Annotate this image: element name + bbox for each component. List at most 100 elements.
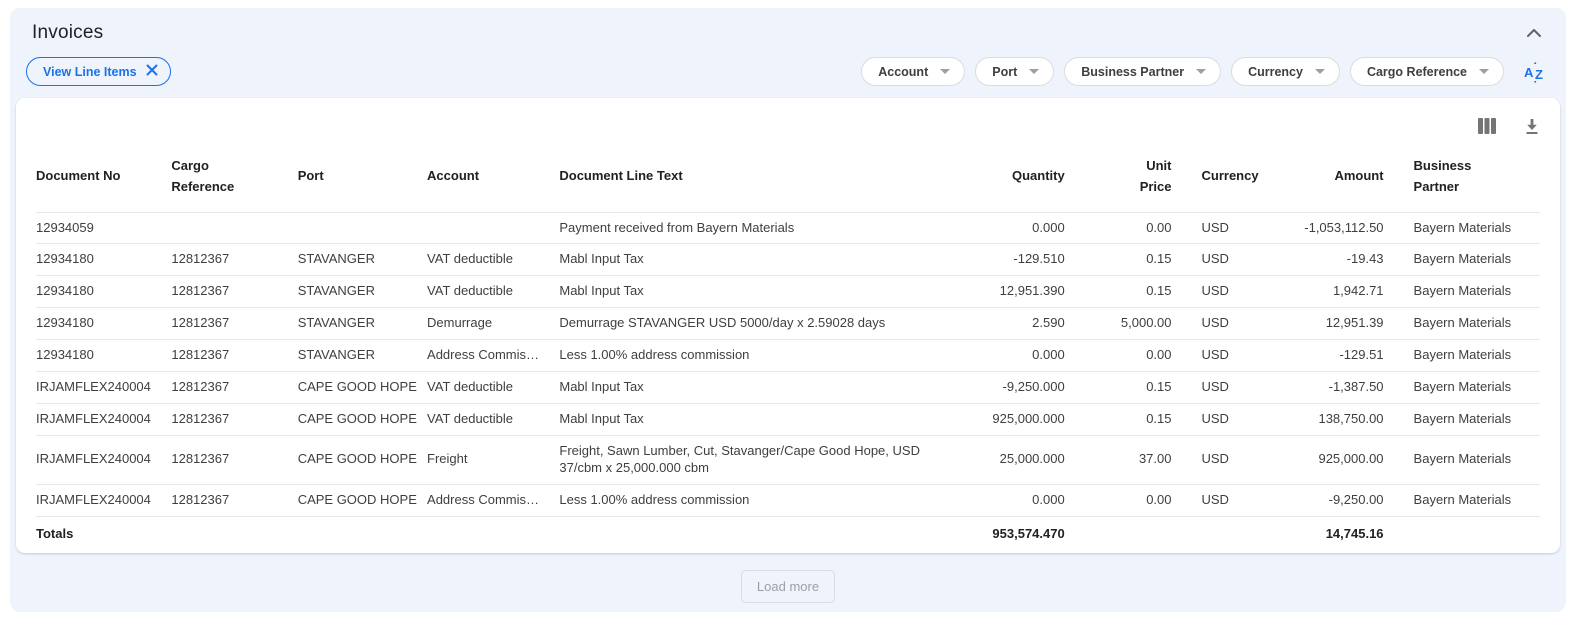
cell: USD bbox=[1171, 243, 1252, 276]
cell: CAPE GOOD HOPE bbox=[297, 371, 428, 404]
sort-alphabetical-button[interactable]: A Z bbox=[1522, 60, 1548, 84]
cell: -9,250.000 bbox=[959, 371, 1065, 404]
cell: -1,053,112.50 bbox=[1304, 219, 1384, 235]
totals-row: Totals 953,574.470 14,745.16 bbox=[36, 515, 1540, 552]
cell: 0.000 bbox=[1032, 219, 1065, 235]
cell: USD bbox=[1201, 219, 1229, 235]
table-header: Document No Cargo Reference Port Account Doc… bbox=[36, 144, 1540, 213]
view-line-items-label: View Line Items bbox=[43, 64, 137, 79]
totals-quantity: 953,574.470 bbox=[959, 515, 1065, 552]
table-row: 12934180 12812367 STAVANGER Demurrage Demurr… bbox=[36, 307, 1540, 340]
cell: CAPE GOOD HOPE bbox=[297, 402, 428, 436]
panel-header: Invoices bbox=[16, 22, 1560, 44]
cell: Bayern Materials bbox=[1383, 434, 1540, 485]
page-title: Invoices bbox=[32, 22, 104, 43]
column-header-account: Account bbox=[427, 144, 560, 213]
cell bbox=[427, 515, 560, 552]
cell bbox=[1383, 515, 1540, 552]
cell: Address Commis… bbox=[427, 339, 560, 372]
table-row: IRJAMFLEX240004 12812367 CAPE GOOD HOPE VAT… bbox=[36, 371, 1540, 404]
cell: USD bbox=[1171, 339, 1252, 372]
filter-dropdown-account[interactable]: Account bbox=[861, 57, 966, 86]
cell: 0.00 bbox=[1064, 339, 1172, 372]
filter-dropdown-cargo-reference[interactable]: Cargo Reference bbox=[1349, 57, 1504, 86]
cell: 37.00 bbox=[1064, 434, 1172, 485]
cell: 0.15 bbox=[1064, 371, 1172, 404]
cell: 12812367 bbox=[171, 483, 298, 516]
download-button[interactable] bbox=[1524, 118, 1540, 135]
cell: 12934180 bbox=[36, 275, 172, 308]
table-row: 12934180 12812367 STAVANGER VAT deductible M… bbox=[36, 275, 1540, 308]
chevron-down-icon bbox=[940, 69, 951, 74]
cell: 1,942.71 bbox=[1251, 275, 1384, 308]
cell: -1,387.50 bbox=[1251, 371, 1384, 404]
cell: 12812367 bbox=[171, 243, 298, 276]
cell: Bayern Materials bbox=[1383, 307, 1540, 340]
cell: CAPE GOOD HOPE bbox=[297, 434, 428, 485]
chevron-down-icon bbox=[1479, 69, 1489, 74]
invoices-table-card: Document No Cargo Reference Port Account Doc… bbox=[16, 98, 1560, 554]
cell: Mabl Input Tax bbox=[559, 371, 960, 404]
cell: VAT deductible bbox=[427, 275, 560, 308]
cell: -129.510 bbox=[959, 243, 1065, 276]
cell: Bayern Materials bbox=[1383, 243, 1540, 276]
filter-dropdown-business-partner[interactable]: Business Partner bbox=[1064, 57, 1222, 86]
cell: 12,951.39 bbox=[1251, 307, 1384, 340]
filter-dropdown-label: Account bbox=[878, 64, 929, 79]
cell: Bayern Materials bbox=[1383, 275, 1540, 308]
table-row: IRJAMFLEX240004 12812367 CAPE GOOD HOPE Fre… bbox=[36, 434, 1540, 485]
chevron-down-icon bbox=[1314, 69, 1325, 74]
cell: 12,951.390 bbox=[959, 275, 1065, 308]
table-row: IRJAMFLEX240004 12812367 CAPE GOOD HOPE Add… bbox=[36, 483, 1540, 516]
chevron-up-icon bbox=[1526, 26, 1542, 41]
totals-amount: 14,745.16 bbox=[1251, 515, 1384, 552]
cell: 25,000.000 bbox=[959, 434, 1065, 485]
cell: 0.00 bbox=[1146, 219, 1172, 235]
table-row: 12934180 12812367 STAVANGER VAT deductible M… bbox=[36, 243, 1540, 276]
cell: 12812367 bbox=[171, 275, 298, 308]
cell: 12812367 bbox=[171, 434, 298, 485]
column-header-business-partner: Business Partner bbox=[1383, 144, 1540, 213]
cell bbox=[171, 515, 298, 552]
cell: 925,000.000 bbox=[959, 402, 1065, 436]
cell: 12934180 bbox=[36, 339, 172, 372]
cell: IRJAMFLEX240004 bbox=[36, 371, 172, 404]
cell: VAT deductible bbox=[427, 402, 560, 436]
filter-dropdowns: Account Port Business Partner Currency Cargo… bbox=[861, 57, 1548, 86]
chevron-down-icon bbox=[1196, 69, 1207, 74]
cell: 12812367 bbox=[171, 371, 298, 404]
cell bbox=[297, 515, 428, 552]
cell: Mabl Input Tax bbox=[559, 275, 960, 308]
cell: IRJAMFLEX240004 bbox=[36, 483, 172, 516]
cell: 12812367 bbox=[171, 307, 298, 340]
filter-dropdown-label: Business Partner bbox=[1081, 64, 1185, 79]
load-more-button[interactable]: Load more bbox=[740, 570, 836, 604]
cell: 12812367 bbox=[171, 339, 298, 372]
cell: CAPE GOOD HOPE bbox=[297, 483, 428, 516]
column-header-port: Port bbox=[297, 144, 428, 213]
cell: Address Commis… bbox=[427, 483, 560, 516]
table-row: 12934059 Payment received from Bayern Mat… bbox=[36, 212, 1540, 244]
cell: USD bbox=[1171, 275, 1252, 308]
sort-alphabetical-icon: A Z bbox=[1522, 61, 1548, 87]
filter-dropdown-currency[interactable]: Currency bbox=[1231, 57, 1340, 86]
cell: Demurrage STAVANGER USD 5000/day x 2.590… bbox=[559, 307, 960, 340]
cell bbox=[559, 515, 960, 552]
collapse-panel-button[interactable] bbox=[1524, 26, 1544, 40]
column-header-document-no: Document No bbox=[36, 144, 172, 213]
cell: 0.00 bbox=[1064, 483, 1172, 516]
svg-text:Z: Z bbox=[1535, 67, 1543, 82]
cell: STAVANGER bbox=[297, 275, 428, 308]
column-header-currency: Currency bbox=[1171, 144, 1259, 213]
columns-button[interactable] bbox=[1478, 118, 1496, 134]
cell: 2.590 bbox=[959, 307, 1065, 340]
cell: 0.15 bbox=[1064, 402, 1172, 436]
cell: 0.000 bbox=[959, 339, 1065, 372]
cell: STAVANGER bbox=[297, 307, 428, 340]
view-line-items-chip[interactable]: View Line Items bbox=[26, 57, 171, 86]
column-header-unit-price: Unit Price bbox=[1064, 144, 1172, 213]
filter-dropdown-port[interactable]: Port bbox=[975, 57, 1055, 86]
close-icon[interactable] bbox=[146, 64, 158, 79]
cell: Bayern Materials bbox=[1383, 339, 1540, 372]
table-toolbar bbox=[36, 98, 1540, 144]
